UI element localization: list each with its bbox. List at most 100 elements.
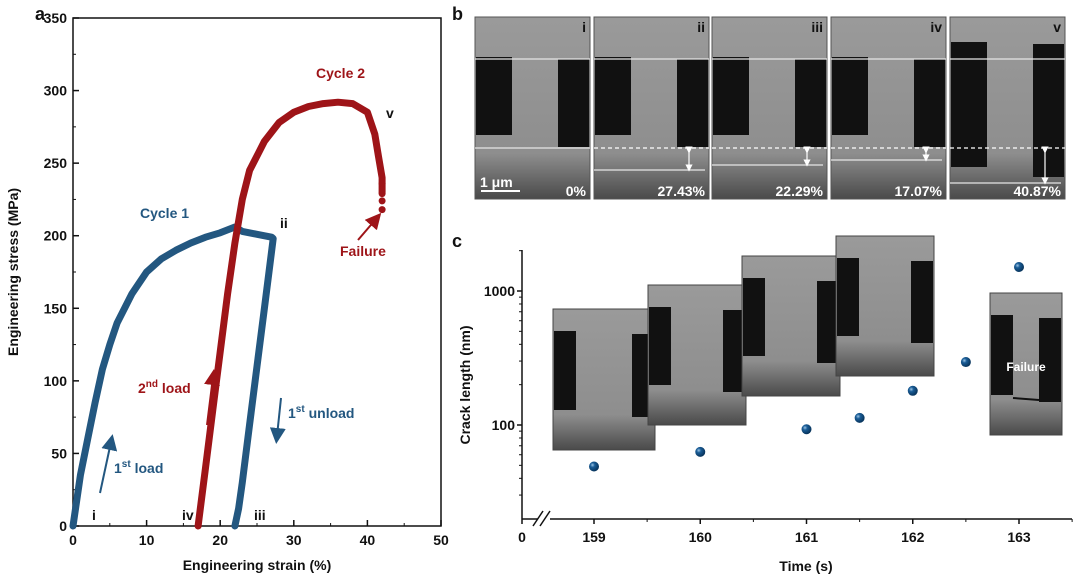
x-tick-label-a: 50: [433, 532, 449, 548]
panel-label-c: c: [452, 231, 462, 251]
point-label-iii: iii: [254, 507, 266, 523]
frame-roman-label: iii: [811, 19, 823, 35]
dark-region-left: [832, 57, 868, 135]
crack-length-data-point: [854, 412, 865, 423]
x-tick-label-c: 159: [582, 529, 606, 545]
axis-break-mark: [532, 510, 544, 527]
y-tick-label-a: 0: [59, 518, 67, 534]
dark-region-right: [914, 59, 945, 147]
y-tick-label-a: 300: [44, 83, 68, 99]
panel-label-a: a: [35, 4, 46, 24]
cycle1-label: Cycle 1: [140, 205, 189, 221]
inset-micrograph: Failure: [989, 292, 1063, 436]
inset-micrograph: [741, 255, 841, 397]
frame-strain-label: 27.43%: [658, 183, 706, 199]
scale-bar-label: 1 μm: [480, 174, 513, 190]
micrograph-frame-i: i 0%: [474, 16, 591, 200]
frame-roman-label: iv: [930, 19, 942, 35]
fracture-line: [1012, 397, 1040, 401]
x-tick-label-c: 0: [518, 529, 526, 545]
y-tick-label-c: 1000: [484, 283, 515, 299]
y-tick-label-a: 350: [44, 10, 68, 26]
x-tick-label-c: 162: [901, 529, 925, 545]
dark-region-right: [1033, 44, 1064, 177]
second-load-arrow: [204, 369, 220, 426]
y-tick-label-a: 200: [44, 228, 68, 244]
crack-length-data-point: [907, 385, 918, 396]
frame-strain-label: 17.07%: [895, 183, 943, 199]
failure-data-point: [378, 206, 386, 214]
inset-dark-left: [743, 278, 765, 356]
failure-arrow: [357, 212, 382, 241]
micrograph-frame-ii: ii 27.43%: [593, 16, 710, 200]
inset-dark-right: [723, 310, 745, 392]
frame-roman-label: ii: [697, 19, 705, 35]
dark-region-left: [595, 57, 631, 135]
panel-c-crack-length: c Failure 0 159 160 161 162 163 100 1000 Time (…: [452, 231, 1073, 574]
inset-micrograph: [835, 235, 935, 377]
panel-b-micrographs: b i 0% ii 27.43% iii 22.29% iv 17.07% v 40.87% 1 μ…: [452, 4, 1066, 200]
inset-dark-left: [649, 307, 671, 385]
y-tick-label-a: 250: [44, 155, 68, 171]
plot-a-frame: [72, 17, 442, 527]
second-load-label: 2nd load: [138, 379, 191, 396]
x-tick-label-c: 161: [795, 529, 819, 545]
axis-break-mark: [539, 510, 551, 527]
dark-region-left: [951, 42, 987, 167]
x-tick-label-a: 30: [286, 532, 302, 548]
x-tick-label-c: 163: [1007, 529, 1031, 545]
first-unload-label: 1st unload: [288, 404, 354, 421]
y-tick-label-c: 100: [492, 417, 516, 433]
point-label-ii: ii: [280, 215, 288, 231]
crack-length-data-point: [960, 357, 971, 368]
frame-strain-label: 22.29%: [776, 183, 824, 199]
frame-strain-label: 0%: [566, 183, 587, 199]
failure-label: Failure: [340, 243, 386, 259]
first-load-label: 1st load: [114, 459, 163, 476]
point-label-v: v: [386, 105, 394, 121]
inset-micrograph: [552, 308, 656, 451]
y-tick-label-a: 150: [44, 300, 68, 316]
frame-roman-label: v: [1053, 19, 1061, 35]
panel-label-b: b: [452, 4, 463, 24]
x-tick-label-c: 160: [689, 529, 713, 545]
point-label-i: i: [92, 507, 96, 523]
micrograph-frame-v: v 40.87%: [949, 16, 1066, 200]
x-tick-label-a: 10: [139, 532, 155, 548]
y-axis-label-c: Crack length (nm): [457, 325, 473, 444]
dark-region-right: [558, 59, 589, 147]
x-tick-label-a: 40: [360, 532, 376, 548]
x-tick-label-a: 0: [69, 532, 77, 548]
failure-data-point: [378, 179, 386, 187]
micrograph-frame-iii: iii 22.29%: [711, 16, 828, 200]
micrograph-frame-iv: iv 17.07%: [830, 16, 947, 200]
failure-data-point: [378, 197, 386, 205]
inset-dark-left: [554, 331, 576, 410]
series-line-cycle-1: [69, 223, 277, 530]
y-axis-label-a: Engineering stress (MPa): [5, 188, 21, 356]
x-tick-label-a: 20: [212, 532, 228, 548]
y-tick-label-a: 100: [44, 373, 68, 389]
failure-data-point: [378, 190, 386, 198]
cycle2-label: Cycle 2: [316, 65, 365, 81]
inset-dark-left: [991, 315, 1013, 395]
dark-region-left: [476, 57, 512, 135]
dark-region-right: [795, 59, 826, 147]
crack-length-data-point: [801, 424, 812, 435]
crack-length-data-point: [1014, 262, 1024, 273]
frame-strain-label: 40.87%: [1014, 183, 1062, 199]
inset-dark-right: [817, 281, 839, 363]
inset-failure-label: Failure: [1006, 360, 1046, 374]
dark-region-right: [677, 59, 708, 147]
inset-micrograph: [647, 284, 747, 426]
inset-dark-right: [1039, 318, 1061, 402]
point-label-iv: iv: [182, 507, 194, 523]
crack-length-data-point: [695, 446, 706, 457]
series-line-cycle-2: [194, 98, 386, 530]
panel-a-stress-strain: a 0 10 20 30 40 50 0 50 100 150 200 250 300 350 Engin…: [5, 4, 449, 573]
first-load-arrow: [99, 434, 118, 494]
y-tick-label-a: 50: [51, 445, 67, 461]
x-axis-label-c: Time (s): [779, 558, 832, 574]
first-unload-arrow: [269, 397, 286, 444]
